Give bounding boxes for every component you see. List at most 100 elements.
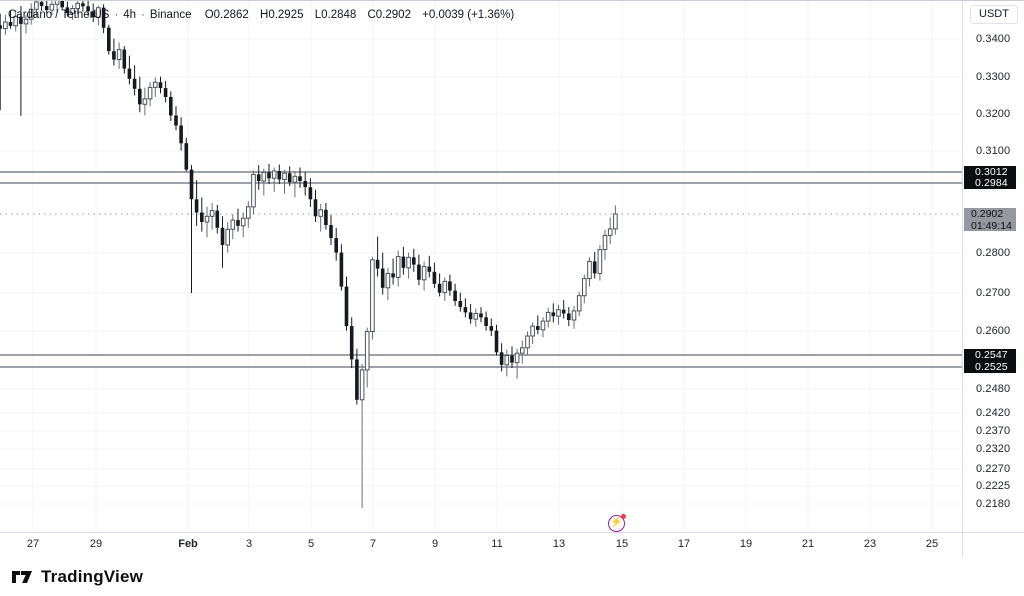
candle-down	[308, 187, 313, 200]
candle-up	[204, 215, 210, 223]
time-tick-label: 23	[863, 538, 877, 550]
candle-down	[567, 313, 571, 320]
price-tick-label: 0.2420	[976, 407, 1011, 419]
candle-down	[303, 181, 307, 188]
price-tick-label: 0.3400	[976, 33, 1011, 45]
candle-down	[355, 359, 359, 400]
notification-dot	[621, 514, 626, 519]
time-tick-label: 13	[552, 538, 566, 550]
time-tick-label: 29	[89, 538, 103, 550]
candle-up	[34, 1, 39, 10]
time-tick-label: 21	[801, 538, 815, 550]
candle-up	[251, 173, 256, 208]
price-tick-label: 0.2600	[976, 325, 1011, 337]
candle-down	[489, 326, 494, 331]
candle-up	[359, 369, 365, 401]
tradingview-logo-text: TradingView	[41, 567, 144, 586]
price-tick-label: 0.2320	[976, 443, 1011, 455]
candle-down	[215, 210, 220, 228]
price-tick-label: 0.2225	[976, 480, 1011, 492]
candle-down	[349, 326, 354, 360]
candlestick-canvas[interactable]	[0, 1, 962, 532]
axis-corner	[962, 532, 1024, 557]
candle-down	[184, 143, 189, 170]
candle-down	[174, 115, 178, 126]
candle-up	[54, 1, 60, 5]
candle-up	[442, 280, 448, 294]
candle-up	[75, 2, 81, 9]
candle-up	[473, 313, 479, 320]
candle-down	[138, 88, 142, 105]
time-tick-label: 27	[26, 538, 40, 550]
candle-up	[364, 331, 370, 371]
candle-down	[277, 171, 282, 180]
candle-up	[230, 219, 236, 230]
candle-up	[385, 272, 391, 289]
candle-down	[448, 281, 452, 291]
candle-down	[8, 22, 13, 26]
candle-down	[313, 199, 318, 217]
time-tick-label: 19	[739, 538, 753, 550]
candle-down	[267, 172, 271, 179]
candle-down	[453, 290, 457, 301]
candle-down	[437, 283, 442, 293]
time-tick-label: 7	[369, 538, 377, 550]
candle-up	[240, 217, 246, 227]
candle-down	[324, 209, 328, 225]
candle-up	[520, 347, 525, 354]
level-price-label: 0.2525	[964, 361, 1016, 373]
time-tick-label: 9	[431, 538, 439, 550]
candle-up	[406, 256, 411, 269]
candle-down	[463, 307, 468, 313]
candle-up	[395, 256, 401, 278]
candle-down	[189, 169, 194, 200]
candle-down	[329, 225, 333, 239]
candle-down	[0, 25, 2, 29]
chart-svg[interactable]	[0, 1, 962, 532]
candle-down	[380, 268, 385, 288]
candle-down	[417, 264, 421, 280]
candle-up	[525, 335, 530, 349]
candle-up	[318, 209, 323, 217]
level-price-label: 0.3012	[964, 166, 1016, 178]
time-axis[interactable]: 27 29 Feb 3 5 7 9 11 13 15 17 19 21 23 25	[0, 532, 962, 557]
candle-up	[96, 7, 101, 18]
events-lightning-icon[interactable]: ⚡	[608, 514, 626, 532]
chart-pane[interactable]: Cardano / TetherUS · 4h · Binance O0.2862 H0…	[0, 1, 962, 532]
candle-up	[597, 249, 603, 274]
price-tick-label: 0.2480	[976, 383, 1011, 395]
level-price-label: 0.2984	[964, 177, 1016, 189]
price-tick-label: 0.2370	[976, 425, 1011, 437]
candle-up	[571, 310, 577, 321]
candle-down	[458, 301, 463, 308]
time-tick-label: 15	[615, 538, 629, 550]
candle-down	[484, 317, 488, 326]
candle-up	[23, 18, 29, 25]
candle-up	[70, 8, 75, 14]
price-tick-label: 0.3200	[976, 108, 1011, 120]
time-tick-label: 3	[245, 538, 253, 550]
price-axis[interactable]: USDT 0.3400 0.3300 0.3200 0.3100 0.2800 0.270…	[962, 1, 1024, 532]
candle-down	[163, 88, 168, 97]
candle-down	[86, 6, 90, 12]
candle-down	[391, 273, 395, 278]
candle-up	[3, 21, 8, 30]
candle-down	[179, 125, 183, 144]
candle-down	[65, 7, 70, 14]
candle-up	[556, 309, 561, 317]
price-tick-label: 0.3300	[976, 71, 1011, 83]
candle-up	[613, 213, 618, 230]
last-price-value: 0.2902	[971, 208, 1004, 220]
candle-up	[587, 260, 592, 280]
candle-down	[287, 173, 292, 183]
candle-up	[292, 175, 298, 183]
level-price-label: 0.2547	[964, 349, 1016, 361]
candle-up	[142, 98, 148, 105]
quote-currency-button[interactable]: USDT	[970, 5, 1018, 24]
candle-up	[209, 210, 215, 217]
candle-up	[116, 49, 122, 60]
candle-down	[132, 78, 137, 89]
tradingview-logo[interactable]: TradingView	[10, 565, 143, 589]
candle-down	[236, 220, 240, 226]
